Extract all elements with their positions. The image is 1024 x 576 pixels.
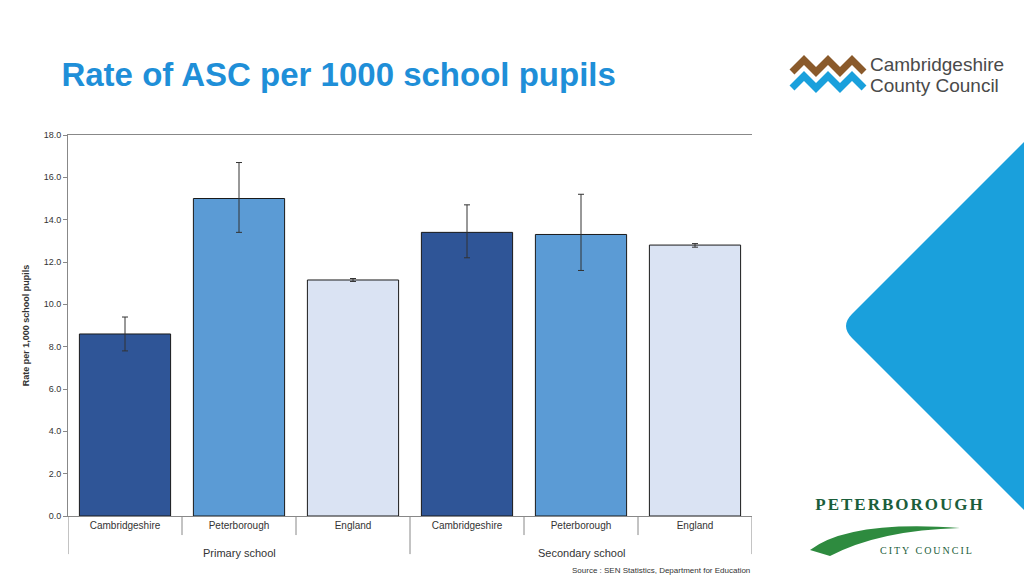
svg-text:Secondary school: Secondary school	[538, 547, 625, 559]
svg-text:14.0: 14.0	[44, 215, 62, 225]
svg-text:England: England	[335, 520, 372, 531]
svg-text:Source : SEN Statistics, Depar: Source : SEN Statistics, Department for …	[572, 566, 750, 575]
svg-text:Peterborough: Peterborough	[551, 520, 612, 531]
svg-text:0.0: 0.0	[49, 511, 62, 521]
html-text:CITY COUNCIL: CITY COUNCIL	[880, 545, 974, 556]
html-text:County Council: County Council	[870, 75, 999, 96]
svg-text:10.0: 10.0	[44, 299, 62, 309]
svg-text:4.0: 4.0	[49, 426, 62, 436]
svg-text:Rate of ASC per 1000 school pu: Rate of ASC per 1000 school pupils	[61, 56, 615, 93]
html-text:Cambridgeshire: Cambridgeshire	[870, 54, 1005, 75]
svg-text:2.0: 2.0	[49, 469, 62, 479]
svg-text:Primary school: Primary school	[203, 547, 276, 559]
svg-text:12.0: 12.0	[44, 257, 62, 267]
svg-text:18.0: 18.0	[44, 130, 62, 140]
svg-text:8.0: 8.0	[49, 342, 62, 352]
svg-text:Cambridgeshire: Cambridgeshire	[432, 520, 503, 531]
html-text:PETERBOROUGH: PETERBOROUGH	[815, 495, 985, 514]
svg-text:Rate per 1,000 school pupils: Rate per 1,000 school pupils	[21, 265, 31, 387]
svg-text:England: England	[677, 520, 714, 531]
svg-text:Cambridgeshire: Cambridgeshire	[90, 520, 161, 531]
svg-text:6.0: 6.0	[49, 384, 62, 394]
svg-text:16.0: 16.0	[44, 172, 62, 182]
svg-text:Peterborough: Peterborough	[209, 520, 270, 531]
